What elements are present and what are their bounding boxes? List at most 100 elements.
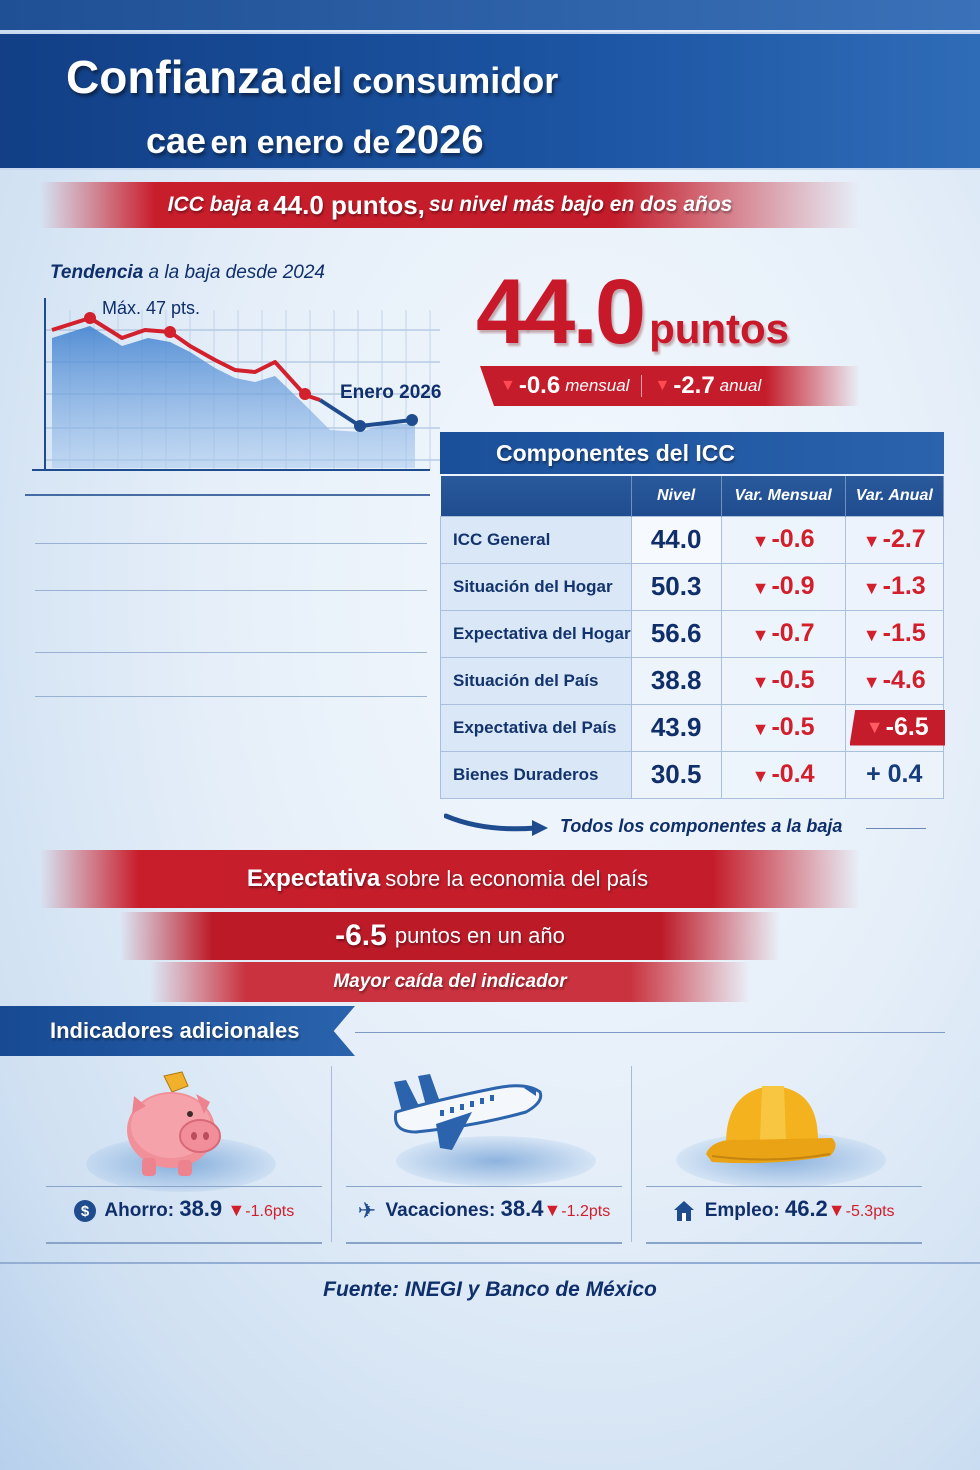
- house-icon: [674, 1200, 695, 1221]
- row-name: ICC General: [440, 515, 632, 564]
- row-monthly: ▼-0.4: [720, 750, 846, 799]
- row-level: 44.0: [630, 515, 722, 564]
- row-name: Expectativa del País: [440, 703, 632, 752]
- row-monthly: ▼-0.9: [720, 562, 846, 611]
- down-arrow-icon: ▼: [751, 672, 770, 692]
- indicator-value: 38.4: [500, 1196, 544, 1221]
- table-row: Situación del País 38.8 ▼-0.5 ▼-4.6: [440, 656, 945, 705]
- jan-2026-point: [354, 420, 366, 432]
- indicator-label: $ Ahorro: 38.9 ▼-1.6pts: [36, 1196, 332, 1222]
- headline-value: 44.0 puntos: [476, 260, 789, 365]
- down-arrow-icon: ▼: [751, 625, 770, 645]
- down-arrow-icon: ▼: [862, 625, 881, 645]
- curved-arrow-icon: [444, 813, 548, 836]
- down-arrow-icon: ▼: [751, 531, 770, 551]
- title-words-del-consumidor: del consumidor: [290, 60, 559, 101]
- indicator-change: -1.2: [561, 1203, 589, 1220]
- row-name: Situación del Hogar: [440, 562, 632, 611]
- indicator-label: Empleo: 46.2▼-5.3pts: [636, 1196, 932, 1222]
- source-note: Fuente: INEGI y Banco de México: [323, 1278, 657, 1301]
- subtitle-pre: ICC baja a: [167, 193, 270, 216]
- indicator-change: -1.6: [245, 1203, 273, 1220]
- monthly-change-value: -0.6: [518, 372, 561, 399]
- components-table-card: Componentes del ICC Nivel Var. Mensual V…: [440, 432, 945, 806]
- row-annual: ▼-4.6: [844, 656, 945, 705]
- row-annual: ▼-1.3: [844, 562, 945, 611]
- indicator-vacaciones: ✈ Vacaciones: 38.4▼-1.2pts: [336, 1066, 632, 1244]
- max-point: [84, 312, 96, 324]
- annual-change-label: anual: [719, 376, 762, 395]
- callout-line2-rest: puntos en un año: [394, 923, 565, 948]
- subtitle-number: 44.0 puntos,: [273, 189, 425, 220]
- column-header-var-mensual: Var. Mensual: [721, 476, 846, 516]
- trend-chart-title: Tendencia a la baja desde 2024: [50, 262, 325, 284]
- headline-change-band: ▼ -0.6 mensual ▼ -2.7 anual: [480, 366, 860, 406]
- table-row: Expectativa del País 43.9 ▼-0.5 ▼ -6.5: [440, 703, 945, 752]
- top-strip: [0, 0, 980, 30]
- indicator-change: -5.3: [845, 1203, 874, 1220]
- row-annual: ▼-2.7: [844, 515, 945, 564]
- table-row: Expectativa del Hogar 56.6 ▼-0.7 ▼-1.5: [440, 609, 945, 658]
- components-table-title: Componentes del ICC: [440, 432, 944, 474]
- row-annual-highlight: ▼ -6.5: [844, 703, 945, 752]
- table-row: Bienes Duraderos 30.5 ▼-0.4 + 0.4: [440, 750, 945, 799]
- airplane-icon-illustration: [393, 1074, 543, 1150]
- callout-line2: -6.5 puntos en un año: [120, 912, 780, 960]
- row-monthly: ▼-0.5: [720, 703, 846, 752]
- row-name: Expectativa del Hogar: [440, 609, 632, 658]
- down-arrow-icon: ▼: [862, 531, 881, 551]
- table-row: ICC General 44.0 ▼-0.6 ▼-2.7: [440, 515, 945, 564]
- max-label: Máx. 47 pts.: [102, 298, 201, 318]
- headline-unit: puntos: [649, 305, 790, 352]
- divider: [25, 494, 430, 496]
- callout-line1: Expectativa sobre la economia del país: [40, 850, 860, 908]
- svg-text:$: $: [81, 1203, 90, 1220]
- indicator-label: ✈ Vacaciones: 38.4▼-1.2pts: [357, 1196, 611, 1223]
- title-year: 2026: [394, 118, 484, 162]
- page-title-line1: Confianza del consumidor: [66, 50, 558, 104]
- annual-change-value: -2.7: [673, 372, 715, 399]
- trend-line-red: [51, 316, 321, 402]
- down-arrow-icon: ▼: [654, 377, 671, 394]
- piggy-bank-icon: [127, 1071, 221, 1176]
- trend-line-chart: [32, 298, 440, 471]
- hard-hat-icon: [706, 1086, 836, 1164]
- down-arrow-icon: ▼: [862, 578, 881, 598]
- indicator-value: 46.2: [784, 1196, 828, 1221]
- row-monthly: ▼-0.5: [720, 656, 846, 705]
- end-label: Enero 2026: [340, 382, 442, 403]
- row-name: Bienes Duraderos: [440, 750, 632, 799]
- row-level: 38.8: [630, 656, 722, 705]
- row-level: 56.6: [630, 609, 722, 658]
- paper-line: [35, 696, 427, 697]
- callout-number: -6.5: [335, 919, 387, 952]
- components-table: Nivel Var. Mensual Var. Anual ICC Genera…: [440, 476, 945, 799]
- indicator-value: 38.9: [179, 1196, 223, 1221]
- row-annual: + 0.4: [844, 750, 945, 799]
- paper-line: [35, 590, 427, 591]
- down-arrow-icon: ▼: [865, 717, 884, 737]
- trend-title-bold: Tendencia: [50, 262, 144, 283]
- down-arrow-icon: ▼: [862, 672, 881, 692]
- page-title-line2: cae en enero de 2026: [146, 118, 484, 163]
- trend-title-rest: a la baja desde 2024: [148, 262, 325, 283]
- dollar-icon: $: [73, 1199, 96, 1222]
- down-arrow-icon: ▼: [751, 578, 770, 598]
- title-words-en-enero-de: en enero de: [210, 124, 391, 160]
- column-header-name: [440, 476, 632, 516]
- callout-line1-bold: Expectativa: [246, 865, 381, 892]
- indicator-empleo: Empleo: 46.2▼-5.3pts: [636, 1066, 932, 1244]
- down-arrow-icon: ▼: [227, 1200, 246, 1220]
- headline-number: 44.0: [476, 261, 646, 363]
- column-header-nivel: Nivel: [631, 476, 722, 516]
- down-arrow-icon: ▼: [751, 766, 770, 786]
- indicator-ahorro: $ Ahorro: 38.9 ▼-1.6pts: [36, 1066, 332, 1244]
- down-arrow-icon: ▼: [543, 1200, 562, 1220]
- footnote-rule: [866, 828, 926, 829]
- highlight-callout: Expectativa sobre la economia del país -…: [40, 850, 860, 1002]
- row-annual: ▼-1.5: [844, 609, 945, 658]
- trend-chart: Máx. 47 pts. Enero 2026: [30, 290, 450, 480]
- down-arrow-icon: ▼: [827, 1200, 846, 1220]
- airplane-icon: ✈: [357, 1197, 377, 1223]
- callout-line3: Mayor caída del indicador: [150, 962, 750, 1002]
